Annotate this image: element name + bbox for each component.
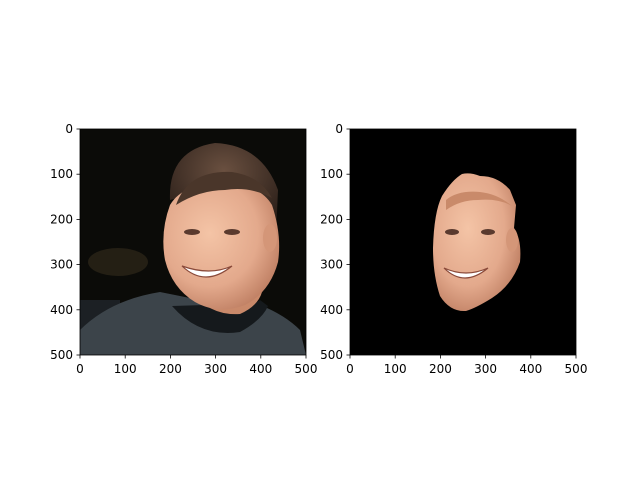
right-x-tick-label: 200 [429, 362, 452, 376]
left-y-tick-label: 400 [50, 303, 73, 317]
left-x-tick-label: 200 [159, 362, 182, 376]
right-x-tick-label: 300 [474, 362, 497, 376]
original-photo [80, 129, 306, 355]
right-x-tick-label: 100 [384, 362, 407, 376]
left-y-tick-label: 300 [50, 258, 73, 272]
left-x-tick-label: 0 [76, 362, 84, 376]
right-x-tick-label: 500 [565, 362, 588, 376]
left-axes [79, 128, 307, 356]
right-x-tick-label: 400 [519, 362, 542, 376]
masked-face [350, 129, 576, 355]
right-x-tick-label: 0 [346, 362, 354, 376]
left-y-tick-label: 500 [50, 348, 73, 362]
left-y-tick-label: 200 [50, 212, 73, 226]
right-y-tick-label: 500 [320, 348, 343, 362]
left-x-tick-label: 500 [295, 362, 318, 376]
right-y-tick-label: 400 [320, 303, 343, 317]
left-x-tick-label: 100 [114, 362, 137, 376]
right-y-tick-label: 300 [320, 258, 343, 272]
left-y-tick-label: 0 [65, 122, 73, 136]
right-y-tick-label: 100 [320, 167, 343, 181]
right-y-tick-label: 200 [320, 212, 343, 226]
left-x-tick-label: 300 [204, 362, 227, 376]
left-x-tick-label: 400 [249, 362, 272, 376]
right-axes [349, 128, 577, 356]
left-y-tick-label: 100 [50, 167, 73, 181]
right-y-tick-label: 0 [335, 122, 343, 136]
